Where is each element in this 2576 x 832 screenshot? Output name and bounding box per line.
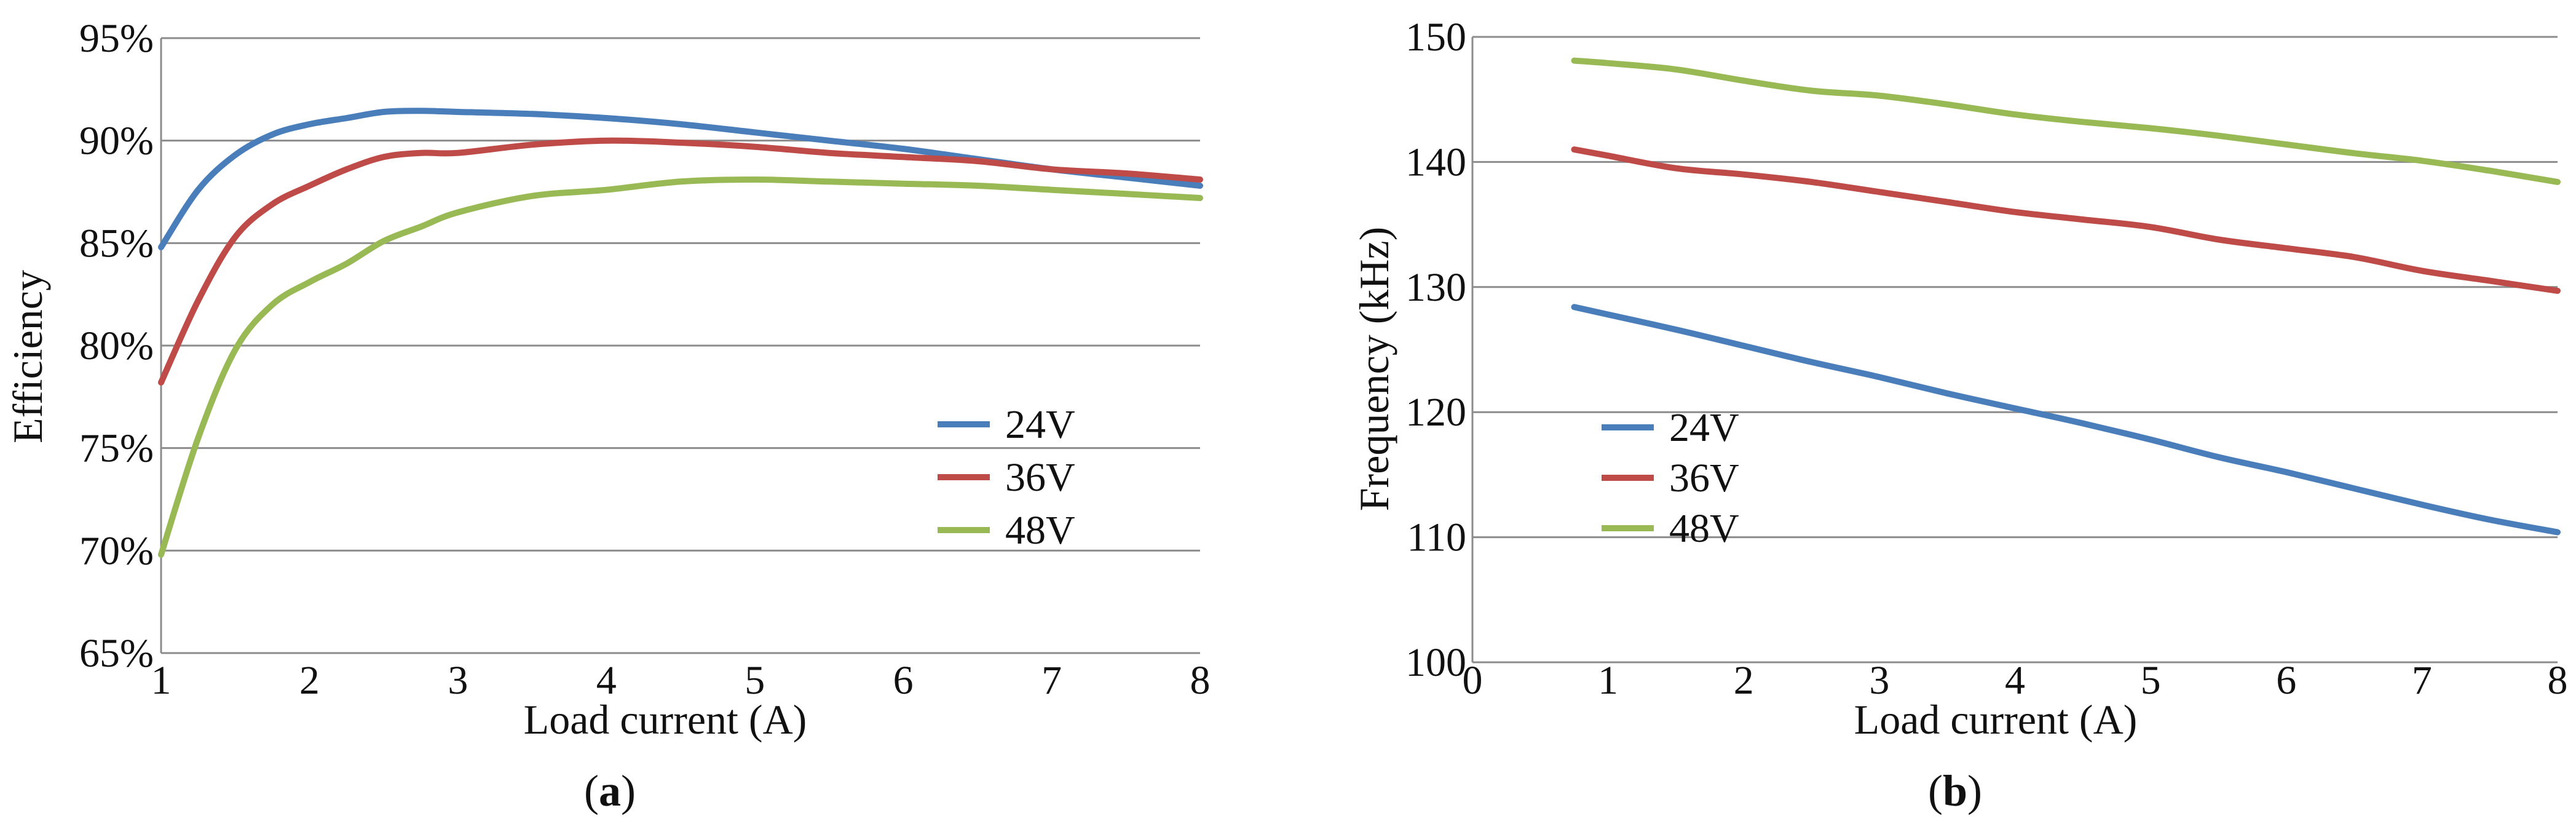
frequency-x-tick-label: 5: [2141, 658, 2161, 703]
efficiency-legend-label-24v: 24V: [1005, 402, 1075, 447]
frequency-series-24v-line: [1571, 304, 2561, 536]
efficiency-y-tick-labels: 65% 70% 75% 80% 85% 90% 95%: [79, 16, 154, 676]
efficiency-series: [158, 108, 1203, 558]
frequency-legend-label-48v: 48V: [1669, 506, 1739, 551]
efficiency-x-tick-label: 7: [1041, 658, 1062, 703]
efficiency-y-tick-label: 70%: [79, 528, 154, 573]
frequency-y-tick-label: 140: [1405, 140, 1466, 184]
frequency-y-tick-labels: 100 110 120 130 140 150: [1405, 15, 1466, 685]
efficiency-legend-label-48v: 48V: [1005, 508, 1075, 553]
efficiency-panel-letter: a: [599, 766, 621, 815]
efficiency-x-tick-label: 5: [745, 658, 765, 703]
frequency-legend-label-36v: 36V: [1669, 456, 1739, 501]
frequency-legend-label-24v: 24V: [1669, 405, 1739, 450]
frequency-legend: 24V 36V 48V: [1602, 405, 1739, 551]
frequency-y-axis-label: Frequency (kHz): [1351, 227, 1397, 512]
frequency-x-tick-label: 7: [2412, 658, 2432, 703]
efficiency-y-tick-label: 65%: [79, 631, 154, 676]
frequency-y-tick-label: 120: [1405, 390, 1466, 435]
efficiency-x-tick-labels: 1 2 3 4 5 6 7 8: [151, 658, 1211, 703]
efficiency-x-tick-label: 3: [448, 658, 468, 703]
frequency-y-tick-label: 110: [1407, 515, 1466, 560]
efficiency-y-tick-label: 95%: [79, 16, 154, 61]
frequency-x-tick-label: 4: [2005, 658, 2025, 703]
frequency-y-tick-label: 130: [1405, 265, 1466, 310]
efficiency-y-tick-label: 90%: [79, 119, 154, 164]
efficiency-x-tick-label: 1: [151, 658, 172, 703]
frequency-x-tick-label: 3: [1869, 658, 1889, 703]
frequency-x-tick-label: 8: [2548, 658, 2568, 703]
efficiency-y-tick-label: 80%: [79, 323, 154, 368]
efficiency-series-48v-line: [158, 176, 1203, 558]
efficiency-x-tick-label: 8: [1190, 658, 1211, 703]
efficiency-y-tick-label: 75%: [79, 426, 154, 471]
efficiency-chart: 65% 70% 75% 80% 85% 90% 95% 1 2 3 4 5 6 7 8 24V 36V 48V…: [4, 16, 1211, 815]
efficiency-y-tick-label: 85%: [79, 221, 154, 266]
frequency-x-tick-label: 6: [2276, 658, 2296, 703]
frequency-x-tick-labels: 0 1 2 3 4 5 6 7 8: [1463, 658, 2568, 703]
frequency-x-tick-label: 1: [1598, 658, 1618, 703]
frequency-y-tick-label: 150: [1405, 15, 1466, 60]
efficiency-x-tick-label: 4: [596, 658, 617, 703]
frequency-series: [1571, 57, 2561, 536]
efficiency-series-36v-line: [158, 137, 1203, 386]
frequency-panel-letter: b: [1943, 766, 1967, 815]
frequency-panel-label: (b): [1928, 766, 1982, 815]
efficiency-legend-label-36v: 36V: [1005, 455, 1075, 500]
efficiency-x-axis-label: Load current (A): [524, 696, 807, 743]
efficiency-panel-label: (a): [584, 766, 636, 815]
efficiency-x-tick-label: 2: [299, 658, 320, 703]
efficiency-legend: 24V 36V 48V: [938, 402, 1075, 553]
frequency-x-tick-label: 2: [1734, 658, 1754, 703]
frequency-chart: 100 110 120 130 140 150 0 1 2 3 4 5 6 7 8 24V 36V 48V L…: [1351, 15, 2568, 815]
efficiency-y-axis-label: Efficiency: [4, 270, 51, 443]
frequency-x-tick-label: 0: [1463, 658, 1483, 703]
frequency-series-36v-line: [1571, 146, 2561, 294]
frequency-y-tick-label: 100: [1405, 640, 1466, 685]
frequency-x-axis-label: Load current (A): [1854, 696, 2138, 743]
efficiency-x-tick-label: 6: [893, 658, 914, 703]
frequency-series-48v-line: [1571, 57, 2561, 185]
